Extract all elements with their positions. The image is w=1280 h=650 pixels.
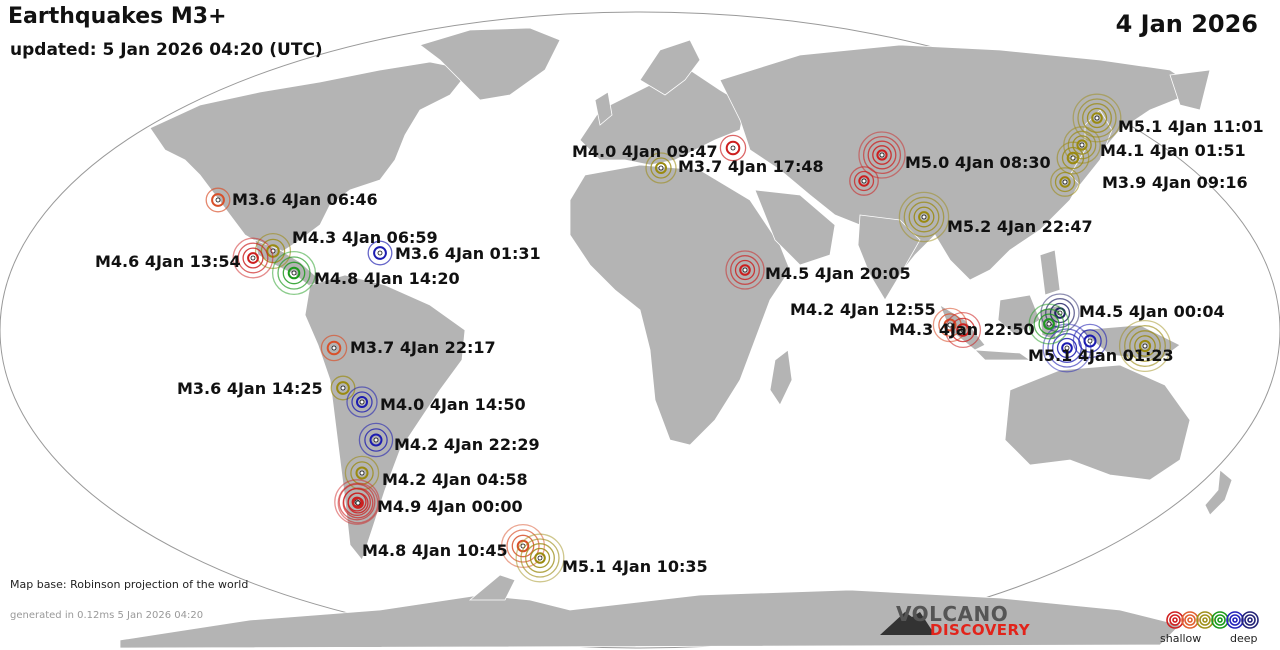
depth-legend xyxy=(1166,611,1259,629)
legend-shallow-label: shallow xyxy=(1160,632,1202,645)
legend-ring xyxy=(1196,611,1214,629)
earthquake-label-q15: M3.7 4Jan 17:48 xyxy=(678,157,824,176)
scandinavia xyxy=(639,39,701,96)
legend-ring xyxy=(1211,611,1229,629)
earthquake-marker-q26[interactable] xyxy=(1118,319,1172,373)
page-title: Earthquakes M3+ xyxy=(8,4,227,29)
earthquake-marker-q27[interactable] xyxy=(1028,303,1070,345)
earthquake-label-q8: M4.0 4Jan 14:50 xyxy=(380,395,526,414)
legend-ring xyxy=(1184,614,1196,626)
legend-ring xyxy=(1214,614,1226,626)
india xyxy=(857,214,921,301)
legend-ring xyxy=(1199,614,1211,626)
africa xyxy=(569,164,791,446)
earthquake-marker-q18[interactable] xyxy=(725,250,765,290)
updated-timestamp: updated: 5 Jan 2026 04:20 (UTC) xyxy=(10,40,323,60)
madagascar xyxy=(769,349,793,406)
volcano-logo-icon xyxy=(880,612,935,635)
earthquake-label-q23: M4.3 4Jan 22:50 xyxy=(889,320,1035,339)
antarctic-peninsula xyxy=(468,574,516,601)
earthquake-label-q2: M4.3 4Jan 06:59 xyxy=(292,228,438,247)
earthquake-label-q5: M4.8 4Jan 14:20 xyxy=(314,269,460,288)
legend-ring xyxy=(1232,617,1238,623)
earthquake-label-q9: M4.2 4Jan 22:29 xyxy=(394,435,540,454)
earthquake-label-q4: M4.6 4Jan 13:54 xyxy=(95,252,241,271)
legend-ring xyxy=(1217,617,1223,623)
earthquake-label-q11: M4.9 4Jan 00:00 xyxy=(377,497,523,516)
earthquake-label-q10: M4.2 4Jan 04:58 xyxy=(382,470,528,489)
europe xyxy=(579,69,746,166)
earthquake-marker-q6[interactable] xyxy=(320,334,348,362)
new-zealand xyxy=(1204,469,1233,516)
java xyxy=(973,349,1032,361)
map-base-note: Map base: Robinson projection of the wor… xyxy=(10,578,249,591)
earthquake-marker-q3[interactable] xyxy=(367,240,393,266)
british-isles xyxy=(594,91,613,126)
earthquake-label-q1: M3.6 4Jan 06:46 xyxy=(232,190,378,209)
generated-note: generated in 0.12ms 5 Jan 2026 04:20 xyxy=(10,610,204,621)
asia xyxy=(719,44,1201,281)
earthquake-marker-q1[interactable] xyxy=(205,187,231,213)
earthquake-label-q7: M3.6 4Jan 14:25 xyxy=(177,379,323,398)
earthquake-label-q21: M3.9 4Jan 09:16 xyxy=(1102,173,1248,192)
legend-ring xyxy=(1241,611,1259,629)
arabia xyxy=(754,189,836,266)
legend-ring xyxy=(1202,617,1208,623)
earthquake-label-q3: M3.6 4Jan 01:31 xyxy=(395,244,541,263)
australia xyxy=(1004,364,1191,481)
earthquake-marker-q23[interactable] xyxy=(944,311,982,349)
brand-volcano[interactable]: VOLCANO xyxy=(896,602,1009,626)
legend-ring xyxy=(1181,611,1199,629)
earthquake-marker-q21[interactable] xyxy=(1050,167,1080,197)
earthquake-marker-q16[interactable] xyxy=(858,131,906,179)
legend-ring xyxy=(1229,614,1241,626)
earthquake-label-q24: M4.5 4Jan 00:04 xyxy=(1079,302,1225,321)
earthquake-label-q25: M5.1 4Jan 01:23 xyxy=(1028,346,1174,365)
earthquake-marker-q30[interactable] xyxy=(849,166,879,196)
earthquake-label-q17: M5.2 4Jan 22:47 xyxy=(947,217,1093,236)
earthquake-label-q19: M5.1 4Jan 11:01 xyxy=(1118,117,1264,136)
earthquake-label-q16: M5.0 4Jan 08:30 xyxy=(905,153,1051,172)
legend-ring xyxy=(1187,617,1193,623)
earthquake-marker-q14[interactable] xyxy=(645,152,677,184)
earthquake-marker-q7[interactable] xyxy=(330,375,356,401)
legend-ring xyxy=(1169,614,1181,626)
earthquake-marker-q4[interactable] xyxy=(232,237,274,279)
earthquake-marker-q28[interactable] xyxy=(1072,323,1108,359)
earthquake-markers xyxy=(205,93,1172,583)
earthquake-label-q14: M4.0 4Jan 09:47 xyxy=(572,142,718,161)
legend-ring xyxy=(1172,617,1178,623)
earthquake-marker-q19[interactable] xyxy=(1072,93,1122,143)
legend-ring xyxy=(1247,617,1253,623)
map-date: 4 Jan 2026 xyxy=(1115,10,1258,38)
earthquake-marker-q8[interactable] xyxy=(346,386,378,418)
legend-ring xyxy=(1166,611,1184,629)
legend-deep-label: deep xyxy=(1230,632,1258,645)
earthquake-marker-q12[interactable] xyxy=(500,523,546,569)
earthquake-marker-q17[interactable] xyxy=(898,191,950,243)
legend-ring xyxy=(1244,614,1256,626)
earthquake-label-q12: M4.8 4Jan 10:45 xyxy=(362,541,508,560)
earthquake-label-q22: M4.2 4Jan 12:55 xyxy=(790,300,936,319)
earthquake-marker-q31[interactable] xyxy=(337,482,379,524)
earthquake-marker-q9[interactable] xyxy=(358,422,394,458)
earthquake-label-q13: M5.1 4Jan 10:35 xyxy=(562,557,708,576)
earthquake-label-q6: M3.7 4Jan 22:17 xyxy=(350,338,496,357)
brand-discovery[interactable]: DISCOVERY xyxy=(930,621,1031,639)
greenland xyxy=(419,27,561,101)
philippines xyxy=(1039,249,1061,296)
earthquake-marker-q5[interactable] xyxy=(271,250,317,296)
earthquake-label-q18: M4.5 4Jan 20:05 xyxy=(765,264,911,283)
legend-ring xyxy=(1226,611,1244,629)
earthquake-marker-q29[interactable] xyxy=(1063,126,1101,164)
earthquake-label-q20: M4.1 4Jan 01:51 xyxy=(1100,141,1246,160)
kamchatka xyxy=(1169,69,1211,111)
earthquake-marker-q15[interactable] xyxy=(719,134,747,162)
earthquake-marker-q13[interactable] xyxy=(515,533,565,583)
